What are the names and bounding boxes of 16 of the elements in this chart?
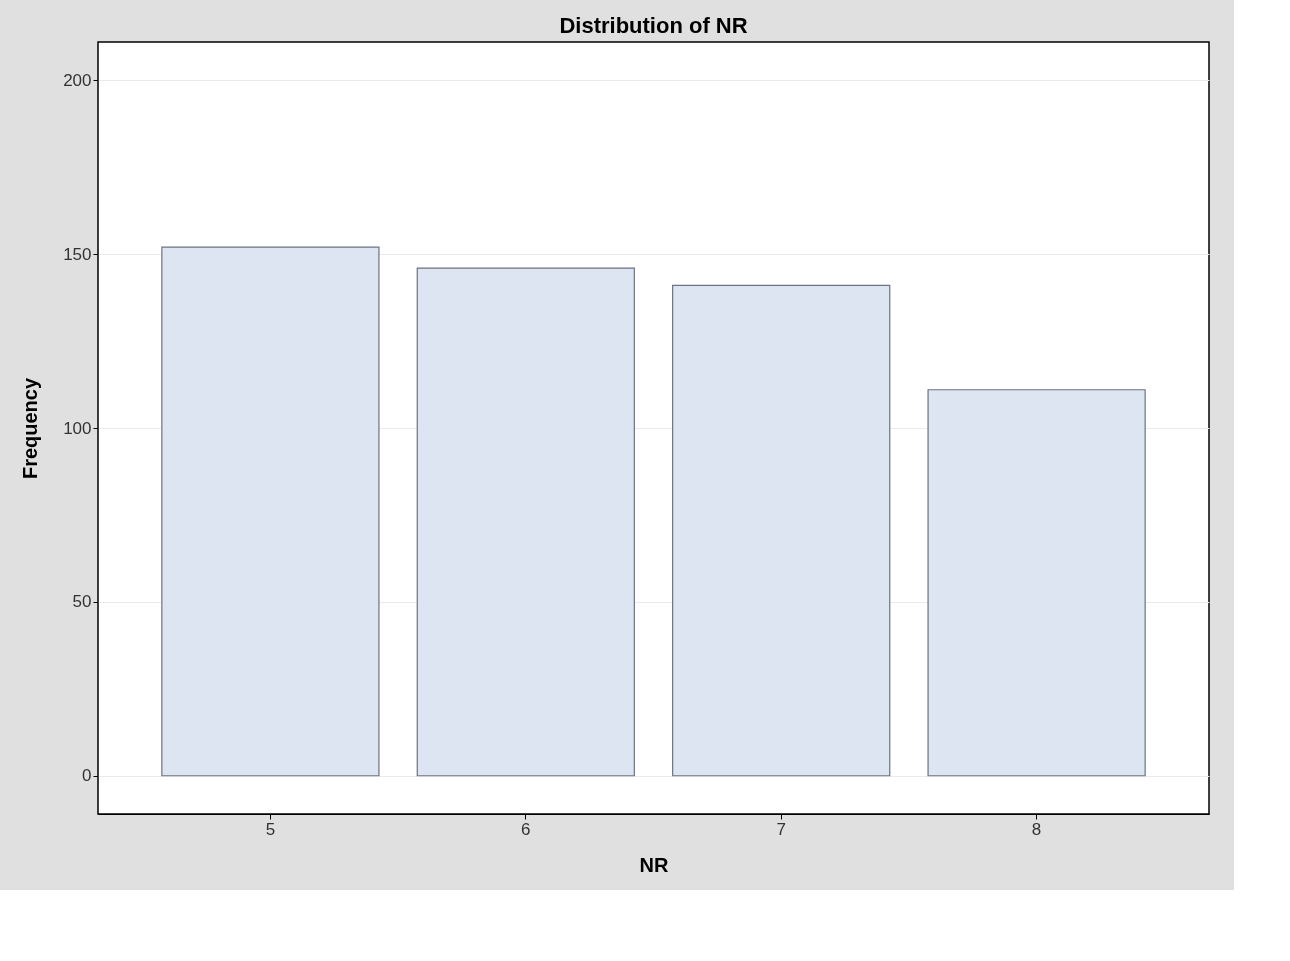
x-tick-label: 5 — [265, 819, 276, 839]
bar — [927, 389, 1146, 777]
bar — [161, 246, 380, 777]
y-tick-label: 200 — [63, 70, 92, 90]
y-tick-label: 0 — [82, 766, 92, 786]
bar — [416, 267, 635, 777]
x-tick-label: 6 — [521, 819, 531, 839]
x-tick-label: 7 — [776, 819, 786, 839]
y-tick-label: 100 — [63, 418, 92, 438]
y-tick-label: 150 — [63, 244, 92, 264]
x-axis-title: NR — [639, 853, 669, 876]
x-tick-label: 8 — [1031, 819, 1042, 839]
bar — [672, 284, 891, 777]
chart-title: Distribution of NR — [559, 13, 748, 38]
y-axis-title: Frequency — [19, 377, 42, 480]
y-tick-label: 50 — [72, 592, 92, 612]
